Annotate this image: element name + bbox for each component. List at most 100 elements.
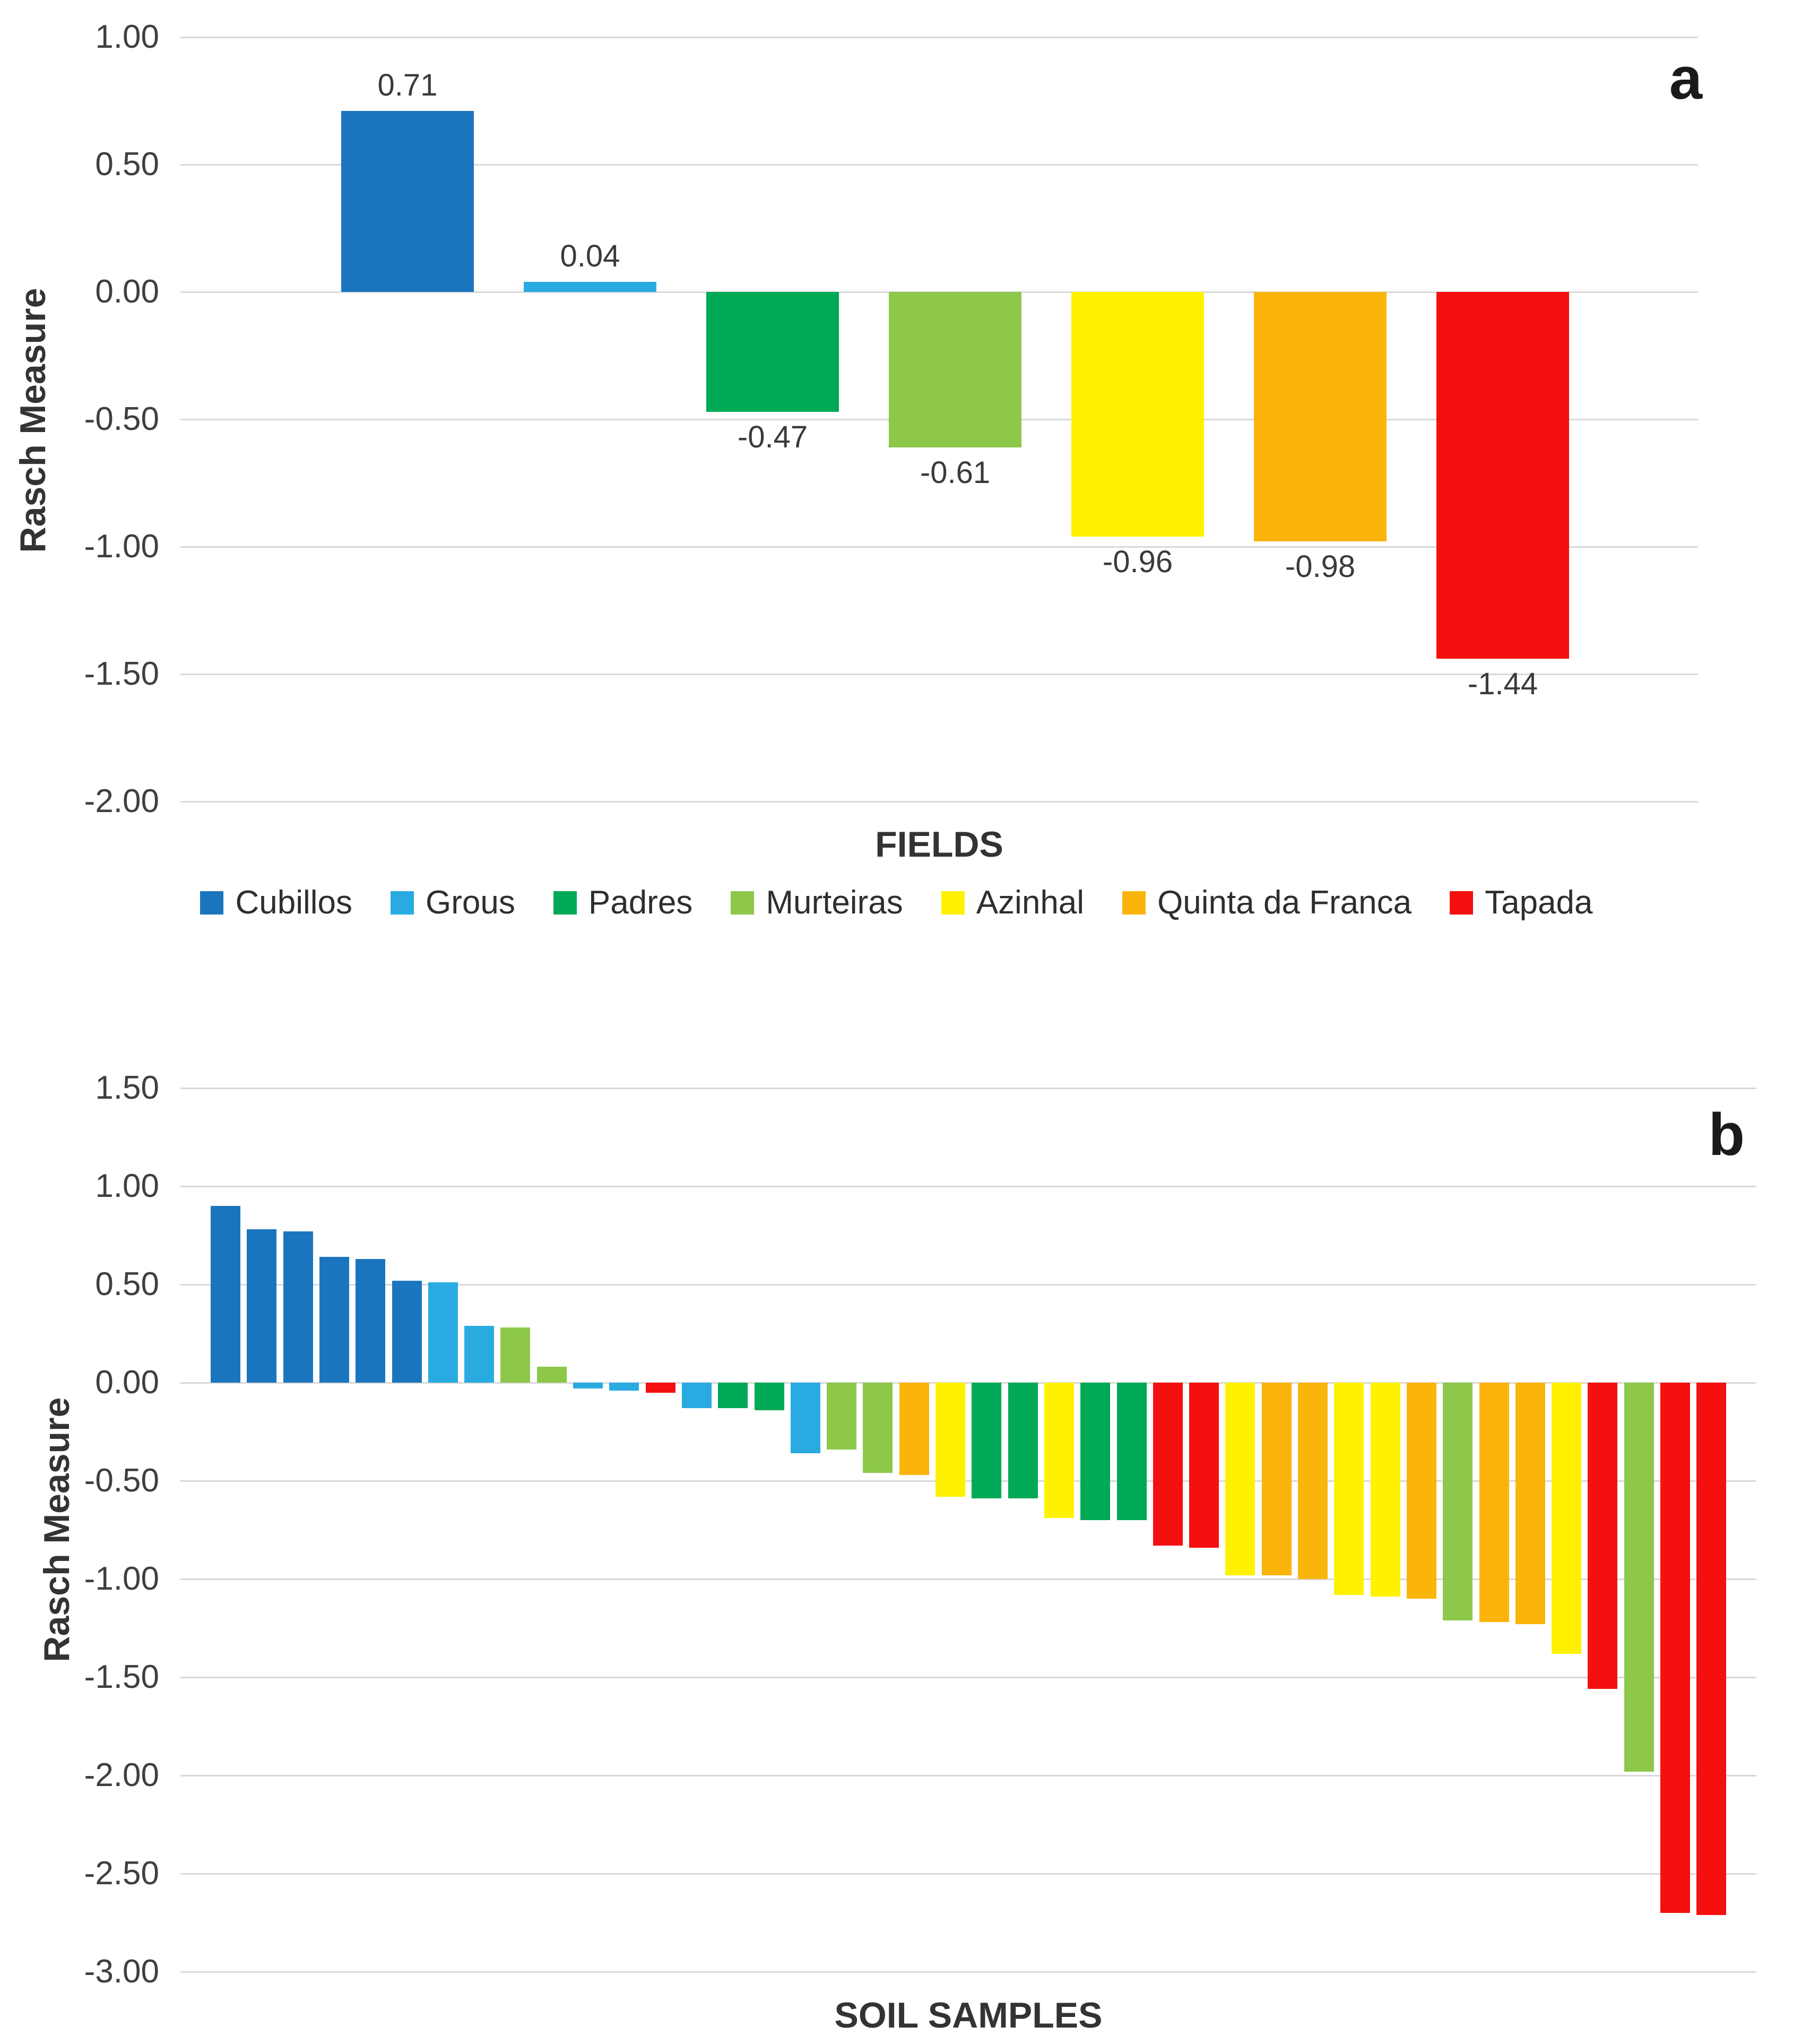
gridline xyxy=(180,1480,1756,1482)
legend-item-label: Padres xyxy=(588,884,693,921)
bar xyxy=(341,111,474,292)
bar xyxy=(1588,1383,1618,1689)
gridline xyxy=(180,1088,1756,1089)
bar xyxy=(681,1383,712,1409)
bar xyxy=(1406,1383,1436,1599)
bar xyxy=(1370,1383,1400,1597)
gridline xyxy=(180,546,1698,548)
gridline xyxy=(180,164,1698,166)
bar xyxy=(1696,1383,1727,1915)
legend-color-swatch-icon xyxy=(391,891,414,915)
legend-color-swatch-icon xyxy=(1122,891,1146,915)
bar xyxy=(464,1325,495,1383)
legend: Cubillos Grous Padres Murteiras Azinhal Quint… xyxy=(0,885,1793,920)
bar xyxy=(319,1257,349,1383)
legend-item-label: Murteiras xyxy=(766,884,903,921)
bar-value-label: -0.61 xyxy=(920,455,991,490)
gridline xyxy=(180,1971,1756,1973)
y-tick-label: 0.00 xyxy=(95,273,159,310)
gridline xyxy=(180,1382,1756,1384)
bar xyxy=(1189,1383,1219,1548)
bar xyxy=(645,1383,675,1393)
bar xyxy=(1660,1383,1690,1913)
bar xyxy=(754,1383,784,1410)
y-tick-label: -2.50 xyxy=(84,1855,159,1892)
bar xyxy=(972,1383,1002,1499)
bar xyxy=(1044,1383,1074,1519)
bar xyxy=(247,1229,277,1383)
y-tick-label: -2.00 xyxy=(84,783,159,820)
chart-b-x-axis-title: SOIL SAMPLES xyxy=(834,1995,1103,2036)
bar xyxy=(1116,1383,1147,1520)
chart-a-panel-label: a xyxy=(1669,45,1702,111)
gridline xyxy=(180,37,1698,38)
gridline xyxy=(180,1775,1756,1776)
legend-item-label: Cubillos xyxy=(235,884,353,921)
legend-color-swatch-icon xyxy=(1450,891,1474,915)
y-tick-label: 1.50 xyxy=(95,1070,159,1106)
legend-item-cubillos: Cubillos xyxy=(200,885,352,920)
legend-item-padres: Padres xyxy=(553,885,692,920)
bar xyxy=(863,1383,893,1473)
legend-item-quinta-da-franca: Quinta da Franca xyxy=(1122,885,1411,920)
legend-item-azinhal: Azinhal xyxy=(941,885,1084,920)
bar xyxy=(392,1280,422,1383)
legend-item-label: Azinhal xyxy=(976,884,1085,921)
bar xyxy=(936,1383,965,1497)
bar xyxy=(899,1383,929,1475)
bar xyxy=(283,1231,313,1383)
bar xyxy=(706,292,839,412)
legend-item-label: Quinta da Franca xyxy=(1157,884,1412,921)
bar xyxy=(1624,1383,1654,1772)
gridline xyxy=(180,1579,1756,1580)
legend-color-swatch-icon xyxy=(731,891,755,915)
bar xyxy=(1008,1383,1038,1499)
bar xyxy=(1334,1383,1364,1595)
y-tick-label: -3.00 xyxy=(84,1953,159,1990)
bar xyxy=(1298,1383,1328,1579)
gridline xyxy=(180,674,1698,675)
bar xyxy=(1443,1383,1473,1620)
y-tick-label: 1.00 xyxy=(95,1168,159,1204)
gridline xyxy=(180,1873,1756,1875)
bar-value-label: 0.71 xyxy=(377,68,438,103)
bar xyxy=(1261,1383,1292,1575)
legend-item-grous: Grous xyxy=(391,885,515,920)
bar-value-label: -0.98 xyxy=(1285,549,1356,584)
legend-color-swatch-icon xyxy=(200,891,224,915)
bar-value-label: -1.44 xyxy=(1467,667,1538,702)
chart-b-y-axis-title: Rasch Measure xyxy=(37,1397,77,1662)
gridline xyxy=(180,801,1698,803)
bar xyxy=(1436,292,1569,659)
gridline xyxy=(180,1186,1756,1187)
bar xyxy=(609,1383,639,1391)
bar xyxy=(827,1383,857,1450)
bar xyxy=(718,1383,748,1409)
bar xyxy=(573,1383,603,1389)
bar-value-label: 0.04 xyxy=(560,238,620,273)
bar xyxy=(1080,1383,1111,1520)
chart-b-panel-label: b xyxy=(1708,1101,1745,1168)
bar xyxy=(1254,292,1387,542)
legend-color-swatch-icon xyxy=(553,891,577,915)
bar xyxy=(1515,1383,1545,1625)
chart-a-x-axis-title: FIELDS xyxy=(875,824,1003,865)
y-tick-label: -1.00 xyxy=(84,528,159,565)
gridline xyxy=(180,1677,1756,1678)
y-tick-label: -1.50 xyxy=(84,656,159,692)
gridline xyxy=(180,1284,1756,1286)
bar xyxy=(1552,1383,1582,1654)
legend-item-label: Tapada xyxy=(1485,884,1593,921)
legend-item-label: Grous xyxy=(426,884,515,921)
y-tick-label: 1.00 xyxy=(95,19,159,55)
y-tick-label: -0.50 xyxy=(84,1462,159,1499)
bar xyxy=(211,1206,240,1383)
bar xyxy=(1153,1383,1183,1546)
bar-value-label: -0.47 xyxy=(737,419,808,454)
legend-color-swatch-icon xyxy=(941,891,965,915)
y-tick-label: 0.50 xyxy=(95,146,159,183)
y-tick-label: -2.00 xyxy=(84,1757,159,1793)
bar xyxy=(428,1282,458,1383)
bar xyxy=(500,1327,531,1383)
